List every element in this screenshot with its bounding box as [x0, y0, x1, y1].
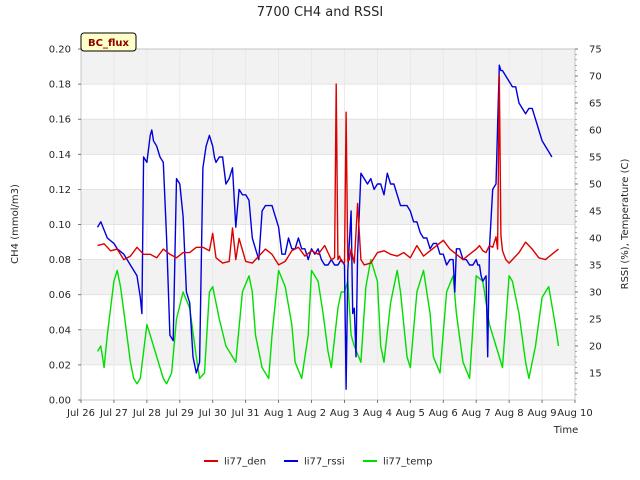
x-tick-label: Aug 9	[528, 408, 557, 419]
y-tick-label-right: 15	[589, 369, 602, 380]
series-layer	[96, 64, 560, 390]
y-tick-label-left: 0.06	[49, 290, 71, 301]
x-tick-label: Aug 8	[495, 408, 524, 419]
x-tick-label: Jul 26	[66, 408, 95, 419]
x-tick-label: Aug 7	[462, 408, 491, 419]
y-axis-label-right: RSSI (%), Temperature (C)	[620, 159, 631, 290]
y-tick-label-left: 0.08	[49, 255, 71, 266]
y-tick-label-right: 30	[589, 288, 602, 299]
y-tick-label-left: 0.04	[49, 325, 71, 336]
y-tick-label-left: 0.02	[49, 360, 71, 371]
y-tick-label-left: 0.00	[49, 396, 71, 407]
y-tick-label-left: 0.10	[49, 220, 71, 231]
badge: BC_flux	[80, 32, 137, 52]
legend: li77_den li77_rssi li77_temp	[204, 457, 432, 468]
legend-label-li77_den: li77_den	[224, 457, 266, 468]
y-axis-label-left: CH4 (mmol/m3)	[10, 184, 21, 264]
y-tick-label-right: 45	[589, 207, 602, 218]
x-tick-label: Jul 29	[165, 408, 194, 419]
y-tick-label-right: 40	[589, 234, 602, 245]
y-tick-label-right: 25	[589, 315, 602, 326]
badge-label: BC_flux	[88, 38, 129, 49]
x-tick-label: Jul 28	[132, 408, 161, 419]
x-tick-label: Aug 4	[363, 408, 392, 419]
x-tick-label: Aug 2	[297, 408, 326, 419]
chart-title: 7700 CH4 and RSSI	[257, 5, 383, 20]
y-tick-label-left: 0.20	[49, 45, 71, 56]
x-tick-label: Aug 10	[557, 408, 592, 419]
series-line-li77_den	[97, 74, 559, 266]
y-tick-label-left: 0.12	[49, 185, 71, 196]
plot-band	[81, 119, 575, 155]
badge-box	[80, 32, 137, 52]
y-tick-label-left: 0.18	[49, 80, 71, 91]
y-tick-label-right: 65	[589, 99, 602, 110]
legend-label-li77_rssi: li77_rssi	[304, 457, 345, 468]
y-tick-label-right: 20	[589, 342, 602, 353]
x-axis-label: Time	[553, 425, 578, 436]
legend-label-li77_temp: li77_temp	[383, 457, 432, 468]
y-tick-label-left: 0.16	[49, 115, 71, 126]
y-tick-label-left: 0.14	[49, 150, 71, 161]
y-tick-label-right: 35	[589, 261, 602, 272]
x-tick-label: Jul 31	[231, 408, 260, 419]
x-tick-label: Jul 27	[99, 408, 128, 419]
y-tick-label-right: 70	[589, 72, 602, 83]
y-tick-label-right: 60	[589, 126, 602, 137]
tick-labels: 0.00 0.02 0.04 0.06 0.08 0.10 0.12 0.14 0.16 0.18…	[49, 45, 602, 420]
x-tick-label: Jul 30	[198, 408, 227, 419]
plot-band	[81, 49, 575, 85]
y-tick-label-right: 75	[589, 45, 602, 56]
y-tick-label-right: 50	[589, 180, 602, 191]
x-tick-label: Aug 5	[396, 408, 425, 419]
x-tick-label: Aug 1	[264, 408, 293, 419]
series-line-li77_temp	[96, 258, 560, 385]
y-tick-label-right: 55	[589, 153, 602, 164]
x-tick-label: Aug 6	[429, 408, 458, 419]
x-tick-label: Aug 3	[330, 408, 359, 419]
